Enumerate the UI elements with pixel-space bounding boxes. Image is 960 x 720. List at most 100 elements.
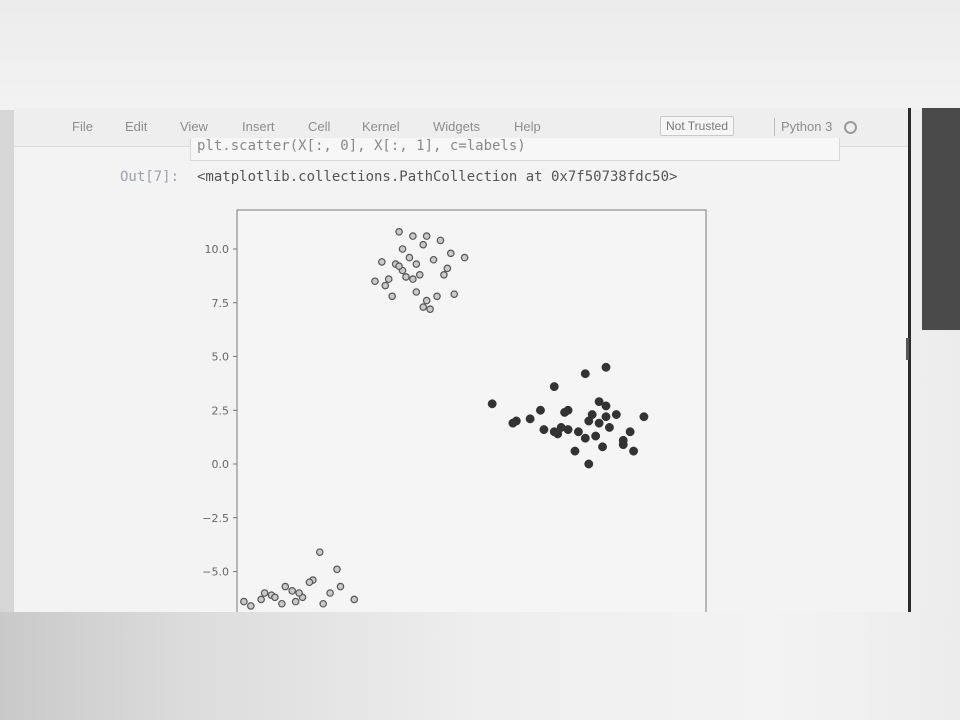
scatter-point: [412, 288, 421, 296]
menu-cell[interactable]: Cell: [308, 119, 331, 134]
scatter-point: [604, 423, 614, 432]
scatter-point: [278, 599, 286, 608]
scatter-point: [570, 446, 580, 456]
scatter-point: [409, 275, 417, 283]
scrollbar-thumb[interactable]: [906, 338, 909, 360]
menu-help[interactable]: Help: [514, 119, 541, 134]
menu-insert[interactable]: Insert: [242, 119, 275, 134]
scatter-point: [291, 597, 300, 606]
output-prompt: Out[7]:: [120, 169, 180, 185]
scatter-point: [384, 275, 393, 283]
output-text: <matplotlib.collections.PathCollection a…: [197, 169, 678, 185]
menu-edit[interactable]: Edit: [125, 119, 148, 134]
scatter-point: [405, 253, 414, 262]
scatter-point: [426, 305, 434, 314]
scatter-point: [611, 410, 621, 419]
y-axis-ticks: 10.0 7.5 5.0 2.5 0.0 −2.5 −5.0: [202, 243, 237, 579]
scatter-point: [395, 262, 403, 271]
scatter-point: [371, 277, 379, 286]
scatter-plot: 10.0 7.5 5.0 2.5 0.0 −2.5 −5.0: [202, 209, 707, 612]
notebook-window: File Edit View Insert Cell Kernel Widget…: [14, 108, 911, 612]
scatter-point: [447, 249, 455, 258]
scatter-point: [584, 459, 594, 469]
scatter-point: [580, 433, 590, 443]
y-tick-label: 0.0: [212, 458, 230, 471]
code-cell-input[interactable]: plt.scatter(X[:, 0], X[:, 1], c=labels): [190, 138, 840, 161]
scatter-point: [398, 245, 407, 253]
scatter-point: [422, 232, 431, 240]
scatter-point: [549, 382, 559, 392]
scatter-point: [402, 273, 410, 281]
scatter-point: [629, 446, 639, 456]
scatter-point: [415, 271, 424, 279]
menubar-divider: [774, 118, 775, 136]
scatter-point: [271, 593, 279, 602]
code-line: plt.scatter(X[:, 0], X[:, 1], c=labels): [197, 138, 526, 154]
scatter-point: [419, 240, 428, 249]
kernel-status-icon: [844, 121, 857, 134]
scatter-point: [381, 281, 390, 290]
side-panel: [922, 108, 960, 330]
not-trusted-badge[interactable]: Not Trusted: [660, 116, 735, 136]
scatter-point: [508, 418, 518, 428]
scatter-point: [260, 589, 269, 597]
scatter-point: [319, 599, 328, 608]
scatter-point: [395, 228, 403, 236]
scatter-point: [409, 232, 417, 240]
scatter-point: [388, 292, 396, 301]
scatter-point: [440, 271, 448, 279]
y-tick-label: −5.0: [202, 566, 229, 579]
y-tick-label: 2.5: [212, 404, 230, 417]
scatter-point: [305, 578, 314, 587]
scatter-points: [240, 228, 649, 610]
scatter-point: [594, 397, 604, 407]
scatter-point: [587, 410, 597, 419]
scatter-point: [539, 425, 549, 435]
scatter-point: [563, 425, 573, 435]
y-tick-label: 7.5: [212, 297, 230, 310]
scatter-point: [336, 582, 345, 591]
scatter-point: [281, 582, 290, 591]
scatter-point: [560, 407, 570, 417]
y-tick-label: 10.0: [205, 243, 230, 256]
background-top: [0, 0, 960, 110]
scatter-point: [601, 362, 611, 372]
scatter-point: [625, 427, 635, 437]
plot-area: [236, 209, 707, 612]
y-tick-label: −2.5: [202, 512, 229, 525]
scatter-point: [333, 565, 341, 574]
scatter-point: [412, 260, 421, 268]
scatter-point: [573, 427, 583, 437]
scatter-point: [580, 369, 590, 379]
scatter-point: [594, 418, 604, 428]
menu-kernel[interactable]: Kernel: [362, 119, 400, 134]
menubar: File Edit View Insert Cell Kernel Widget…: [14, 108, 908, 147]
menu-widgets[interactable]: Widgets: [433, 119, 480, 134]
scatter-point: [487, 399, 497, 409]
scatter-point: [460, 253, 469, 262]
menu-view[interactable]: View: [180, 119, 208, 134]
scatter-point: [315, 548, 324, 556]
y-tick-label: 5.0: [212, 351, 230, 364]
scatter-point: [433, 292, 441, 301]
scatter-point: [618, 435, 628, 445]
scatter-point: [288, 587, 296, 595]
scatter-point: [553, 429, 563, 439]
scatter-point: [295, 589, 303, 597]
menu-file[interactable]: File: [72, 119, 93, 134]
scatter-point: [443, 264, 452, 273]
scatter-point: [350, 595, 359, 604]
scatter-point: [240, 597, 248, 606]
scatter-point: [326, 589, 334, 597]
scatter-point: [257, 595, 265, 604]
scatter-point: [536, 405, 545, 415]
scatter-point: [639, 412, 649, 422]
scatter-point: [419, 303, 428, 311]
scatter-point: [601, 412, 611, 422]
scatter-point: [525, 414, 535, 424]
scatter-point: [598, 442, 607, 452]
scatter-point: [429, 255, 438, 264]
scatter-point: [601, 401, 611, 411]
background-bottom: [0, 612, 960, 720]
scatter-point: [450, 290, 459, 298]
